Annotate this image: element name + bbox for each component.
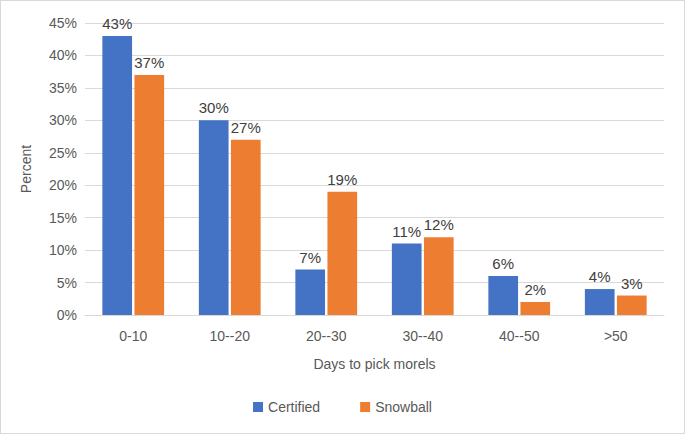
svg-text:15%: 15%	[49, 210, 77, 226]
svg-text:19%: 19%	[327, 171, 357, 188]
svg-text:25%: 25%	[49, 145, 77, 161]
svg-text:0%: 0%	[57, 307, 77, 323]
svg-text:35%: 35%	[49, 80, 77, 96]
svg-text:20--30: 20--30	[306, 328, 347, 344]
svg-text:5%: 5%	[57, 275, 77, 291]
svg-text:10--20: 10--20	[210, 328, 251, 344]
svg-text:43%: 43%	[102, 15, 132, 32]
svg-text:11%: 11%	[392, 223, 421, 240]
svg-text:>50: >50	[604, 328, 628, 344]
svg-text:30%: 30%	[49, 112, 77, 128]
svg-text:45%: 45%	[49, 15, 77, 31]
svg-text:4%: 4%	[589, 268, 611, 285]
svg-text:7%: 7%	[299, 249, 321, 266]
svg-text:0-10: 0-10	[119, 328, 147, 344]
svg-text:27%: 27%	[231, 119, 261, 136]
svg-text:Percent: Percent	[18, 145, 34, 193]
svg-text:30--40: 30--40	[403, 328, 444, 344]
svg-text:12%: 12%	[424, 216, 454, 233]
svg-text:Days to pick morels: Days to pick morels	[313, 356, 435, 372]
svg-text:6%: 6%	[492, 255, 514, 272]
svg-text:Snowball: Snowball	[375, 399, 432, 415]
svg-text:40%: 40%	[49, 47, 77, 63]
svg-text:3%: 3%	[621, 275, 643, 292]
svg-text:37%: 37%	[134, 54, 164, 71]
svg-text:40--50: 40--50	[499, 328, 540, 344]
svg-text:2%: 2%	[524, 281, 546, 298]
svg-text:10%: 10%	[49, 242, 77, 258]
svg-text:20%: 20%	[49, 177, 77, 193]
svg-text:30%: 30%	[199, 99, 229, 116]
svg-text:Certified: Certified	[268, 399, 320, 415]
